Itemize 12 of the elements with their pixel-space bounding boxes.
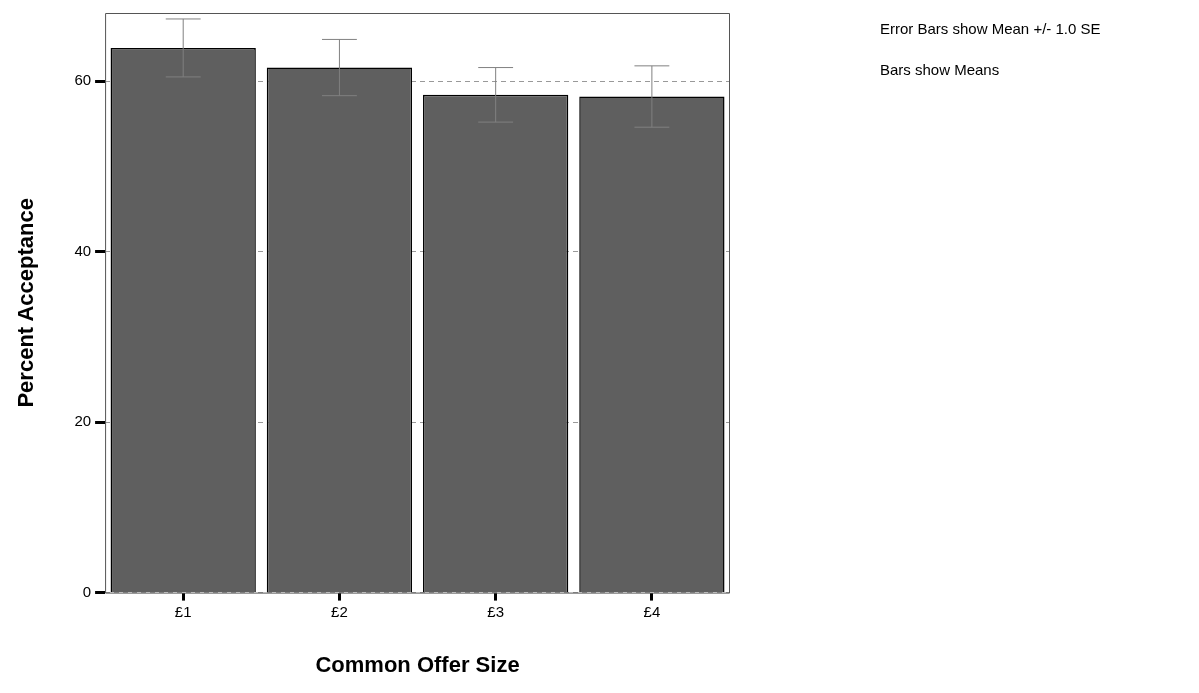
x-tick-label: £3 — [487, 602, 504, 620]
x-tick-label: £2 — [331, 602, 348, 620]
y-tick-label: 60 — [74, 71, 92, 89]
y-tick-label: 20 — [74, 412, 92, 430]
x-tick-label: £4 — [643, 602, 661, 620]
y-tick-label: 0 — [82, 582, 92, 600]
text: Error Bars show Mean +/- 1.0 SE — [880, 20, 1101, 37]
y-axis-title: Percent Acceptance — [13, 198, 39, 408]
y-tick-label: 40 — [74, 241, 92, 259]
x-axis-title: Common Offer Size — [315, 651, 520, 677]
text: Bars show Means — [880, 61, 1001, 78]
x-tick-label: £1 — [174, 602, 192, 620]
